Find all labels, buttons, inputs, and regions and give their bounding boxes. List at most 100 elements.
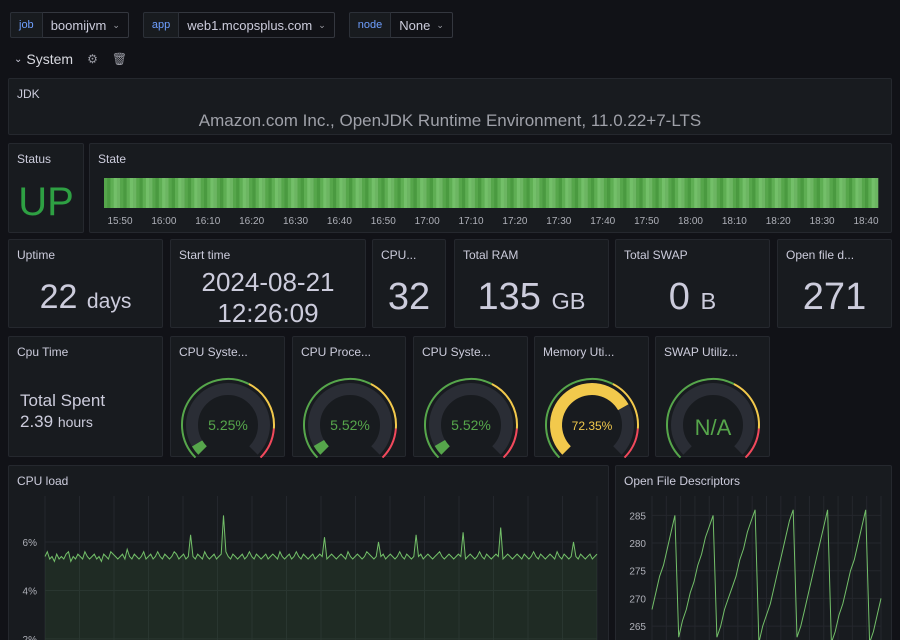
y-tick-label: 2% <box>23 635 38 640</box>
state-segment <box>252 178 256 208</box>
panel-title: State <box>98 152 127 166</box>
cpu-time-value: 2.39 hours <box>20 412 93 432</box>
panel-title: Uptime <box>17 248 56 262</box>
total-swap-unit: B <box>700 288 717 314</box>
panel-gauge-cpu-system[interactable]: CPU Syste... 5.25% <box>170 336 285 458</box>
state-segment <box>265 178 269 208</box>
y-tick-label: 280 <box>629 539 646 550</box>
y-tick-label: 285 <box>629 511 646 522</box>
state-segment <box>407 178 411 208</box>
state-segment <box>823 178 827 208</box>
state-segment <box>529 178 534 208</box>
row-header-system: ⌄ System ⚙ 🗑 <box>14 48 127 70</box>
state-segment <box>274 178 279 208</box>
state-segment <box>726 178 730 208</box>
variable-select-job[interactable]: boomijvm ⌄ <box>42 12 129 38</box>
series-line <box>44 515 598 563</box>
state-segment <box>420 178 424 208</box>
panel-open-file-descriptors[interactable]: Open File Descriptors 285 280 275 270 265 <box>615 465 892 640</box>
state-segment <box>626 178 630 208</box>
state-segment <box>810 178 814 208</box>
panel-gauge-cpu-process[interactable]: CPU Proce... 5.52% <box>292 336 406 458</box>
y-tick-label: 6% <box>23 538 38 549</box>
panel-jdk[interactable]: JDK Amazon.com Inc., OpenJDK Runtime Env… <box>8 78 892 135</box>
panel-cpu-load[interactable]: CPU load 6% 4% 2% <box>8 465 609 640</box>
state-segment <box>429 178 434 208</box>
panel-cpu-count[interactable]: CPU... 32 <box>372 239 446 328</box>
state-segment <box>352 178 356 208</box>
state-segment <box>845 178 850 208</box>
state-segment <box>645 178 650 208</box>
state-segment <box>649 178 653 208</box>
panel-cpu-time[interactable]: Cpu Time Total Spent 2.39 hours <box>8 336 163 457</box>
state-tick-label: 17:30 <box>546 216 571 227</box>
state-segment <box>442 178 447 208</box>
state-tick-label: 16:50 <box>371 216 396 227</box>
state-segment <box>739 178 743 208</box>
state-segment <box>339 178 343 208</box>
state-segment <box>471 178 476 208</box>
state-segment <box>291 178 295 208</box>
y-tick-label: 265 <box>629 622 646 633</box>
state-segment <box>574 178 579 208</box>
gauge-threshold-yellow <box>491 383 518 429</box>
state-segment <box>410 178 414 208</box>
state-segment <box>749 178 753 208</box>
panel-title: Total RAM <box>463 248 519 262</box>
trash-icon[interactable]: 🗑 <box>111 52 128 66</box>
panel-uptime[interactable]: Uptime 22 days <box>8 239 163 328</box>
panel-gauge-cpu-system-2[interactable]: CPU Syste... 5.52% <box>413 336 528 458</box>
state-segment <box>594 178 598 208</box>
state-segment <box>220 178 224 208</box>
state-segment <box>452 178 456 208</box>
panel-title: CPU Syste... <box>422 345 491 359</box>
variable-select-node[interactable]: None ⌄ <box>391 12 453 38</box>
state-segment <box>487 178 492 208</box>
state-segment <box>329 178 334 208</box>
state-segment <box>126 178 131 208</box>
state-segment <box>461 178 466 208</box>
state-segment <box>145 178 150 208</box>
panel-start-time[interactable]: Start time 2024-08-21 12:26:09 <box>170 239 366 328</box>
state-segment <box>358 178 363 208</box>
state-segment <box>507 178 511 208</box>
state-segment <box>684 178 689 208</box>
gear-icon[interactable]: ⚙ <box>87 52 98 66</box>
panel-gauge-swap[interactable]: SWAP Utiliz... N/A <box>655 336 770 458</box>
state-tick-label: 18:00 <box>678 216 703 227</box>
state-segment <box>449 178 453 208</box>
state-segment <box>842 178 847 208</box>
state-segment <box>484 178 489 208</box>
cpu-time-unit: hours <box>57 414 93 430</box>
state-segment <box>104 178 108 208</box>
state-tick-label: 16:10 <box>195 216 220 227</box>
panel-total-ram[interactable]: Total RAM 135 GB <box>454 239 609 328</box>
state-tick-label: 17:50 <box>634 216 659 227</box>
gauge-threshold-red <box>259 428 275 458</box>
cpu-time-number: 2.39 <box>20 412 54 431</box>
state-segment <box>526 178 530 208</box>
state-segment <box>636 178 640 208</box>
state-segment <box>281 178 285 208</box>
state-segment <box>774 178 779 208</box>
state-segment <box>794 178 798 208</box>
panel-open-fd[interactable]: Open file d... 271 <box>777 239 892 328</box>
series-line <box>651 509 882 640</box>
variable-select-app[interactable]: web1.mcopsplus.com ⌄ <box>179 12 335 38</box>
chevron-down-icon: ⌄ <box>318 19 326 30</box>
gauge-threshold-green <box>666 378 735 458</box>
state-segment <box>790 178 795 208</box>
state-segment <box>197 178 202 208</box>
state-segment <box>848 178 853 208</box>
panel-total-swap[interactable]: Total SWAP 0 B <box>615 239 770 328</box>
total-ram-value: 135 GB <box>455 276 608 319</box>
state-segment <box>620 178 624 208</box>
panel-gauge-memory[interactable]: Memory Uti... 72.35% <box>534 336 649 458</box>
row-collapse-toggle[interactable]: ⌄ System <box>14 51 73 67</box>
state-segment <box>384 178 389 208</box>
panel-state[interactable]: State 15:50 16:00 16:10 16:20 16:30 16:40 16:5… <box>89 143 892 233</box>
state-segment <box>568 178 572 208</box>
state-segment <box>681 178 685 208</box>
panel-status[interactable]: Status UP <box>8 143 84 233</box>
state-segment <box>536 178 540 208</box>
